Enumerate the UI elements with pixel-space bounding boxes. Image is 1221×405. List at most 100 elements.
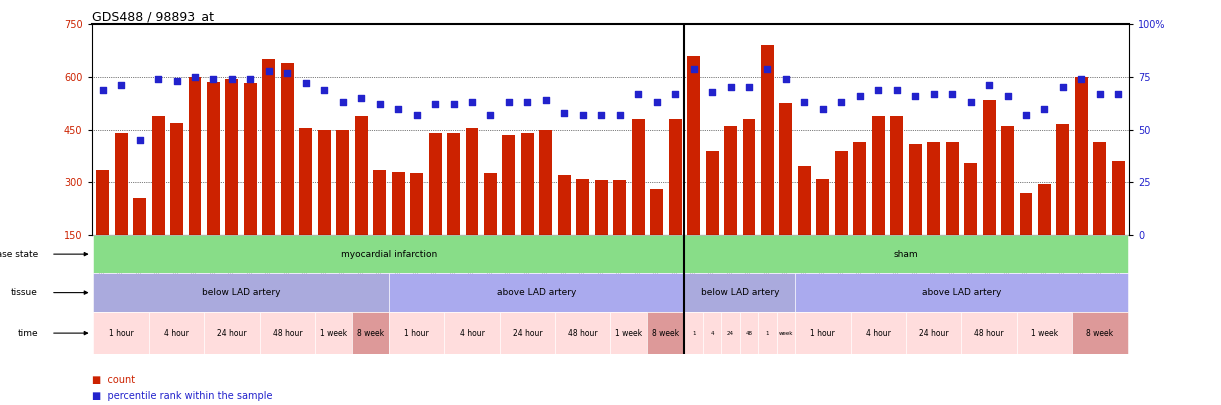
- Bar: [281, 63, 294, 235]
- Point: [1054, 84, 1073, 91]
- Bar: [352, 312, 389, 354]
- Text: 48 hour: 48 hour: [272, 328, 302, 338]
- Bar: [374, 170, 386, 235]
- Point: [720, 84, 740, 91]
- Text: tissue: tissue: [11, 288, 38, 297]
- Bar: [244, 83, 256, 235]
- Bar: [149, 312, 204, 354]
- Bar: [610, 312, 647, 354]
- Point: [554, 109, 574, 116]
- Text: ■  percentile rank within the sample: ■ percentile rank within the sample: [92, 391, 272, 401]
- Text: above LAD artery: above LAD artery: [497, 288, 576, 297]
- Text: 8 week: 8 week: [652, 328, 679, 338]
- Text: 4 hour: 4 hour: [866, 328, 890, 338]
- Point: [777, 76, 796, 82]
- Bar: [961, 312, 1017, 354]
- Bar: [1074, 77, 1088, 235]
- Point: [850, 93, 869, 99]
- Bar: [817, 179, 829, 235]
- Bar: [684, 273, 795, 312]
- Text: 4 hour: 4 hour: [164, 328, 189, 338]
- Point: [702, 88, 722, 95]
- Bar: [927, 142, 940, 235]
- Bar: [595, 181, 608, 235]
- Bar: [392, 172, 404, 235]
- Bar: [1094, 142, 1106, 235]
- Text: 8 week: 8 week: [1087, 328, 1114, 338]
- Bar: [133, 198, 147, 235]
- Bar: [906, 312, 961, 354]
- Bar: [170, 123, 183, 235]
- Point: [388, 105, 408, 112]
- Text: above LAD artery: above LAD artery: [922, 288, 1001, 297]
- Bar: [853, 142, 866, 235]
- Bar: [946, 142, 958, 235]
- Bar: [1056, 124, 1070, 235]
- Point: [998, 93, 1017, 99]
- Bar: [795, 312, 851, 354]
- Bar: [204, 312, 260, 354]
- Bar: [1020, 193, 1033, 235]
- Bar: [651, 189, 663, 235]
- Bar: [540, 130, 552, 235]
- Text: 24 hour: 24 hour: [217, 328, 247, 338]
- Bar: [410, 173, 422, 235]
- Point: [167, 78, 187, 84]
- Bar: [722, 312, 740, 354]
- Text: 1 hour: 1 hour: [811, 328, 835, 338]
- Bar: [908, 144, 922, 235]
- Point: [868, 86, 888, 93]
- Bar: [758, 312, 777, 354]
- Text: 1: 1: [766, 330, 769, 336]
- Point: [463, 99, 482, 105]
- Text: 24 hour: 24 hour: [513, 328, 542, 338]
- Point: [1090, 91, 1110, 97]
- Text: below LAD artery: below LAD artery: [201, 288, 281, 297]
- Text: 1 week: 1 week: [1031, 328, 1059, 338]
- Text: 1 week: 1 week: [320, 328, 347, 338]
- Bar: [115, 133, 127, 235]
- Point: [573, 112, 592, 118]
- Bar: [444, 312, 499, 354]
- Bar: [315, 312, 352, 354]
- Text: time: time: [17, 328, 38, 338]
- Bar: [576, 179, 590, 235]
- Point: [259, 67, 278, 74]
- Bar: [389, 273, 684, 312]
- Bar: [499, 312, 556, 354]
- Point: [407, 112, 426, 118]
- Point: [241, 76, 260, 82]
- Bar: [94, 273, 389, 312]
- Text: 4: 4: [711, 330, 714, 336]
- Point: [425, 101, 444, 108]
- Bar: [740, 312, 758, 354]
- Bar: [613, 181, 626, 235]
- Point: [795, 99, 814, 105]
- Point: [93, 86, 112, 93]
- Point: [665, 91, 685, 97]
- Bar: [299, 128, 313, 235]
- Point: [370, 101, 389, 108]
- Point: [979, 82, 999, 89]
- Point: [277, 70, 297, 76]
- Bar: [94, 312, 149, 354]
- Bar: [795, 273, 1127, 312]
- Bar: [465, 128, 479, 235]
- Bar: [188, 77, 201, 235]
- Point: [961, 99, 980, 105]
- Point: [906, 93, 926, 99]
- Bar: [779, 103, 792, 235]
- Bar: [503, 135, 515, 235]
- Bar: [703, 312, 722, 354]
- Text: 48 hour: 48 hour: [974, 328, 1004, 338]
- Point: [352, 95, 371, 101]
- Text: 1 hour: 1 hour: [404, 328, 429, 338]
- Text: week: week: [779, 330, 794, 336]
- Text: GDS488 / 98893_at: GDS488 / 98893_at: [92, 10, 214, 23]
- Point: [610, 112, 630, 118]
- Point: [924, 91, 944, 97]
- Point: [832, 99, 851, 105]
- Text: myocardial infarction: myocardial infarction: [341, 249, 437, 259]
- Point: [443, 101, 463, 108]
- Bar: [260, 312, 315, 354]
